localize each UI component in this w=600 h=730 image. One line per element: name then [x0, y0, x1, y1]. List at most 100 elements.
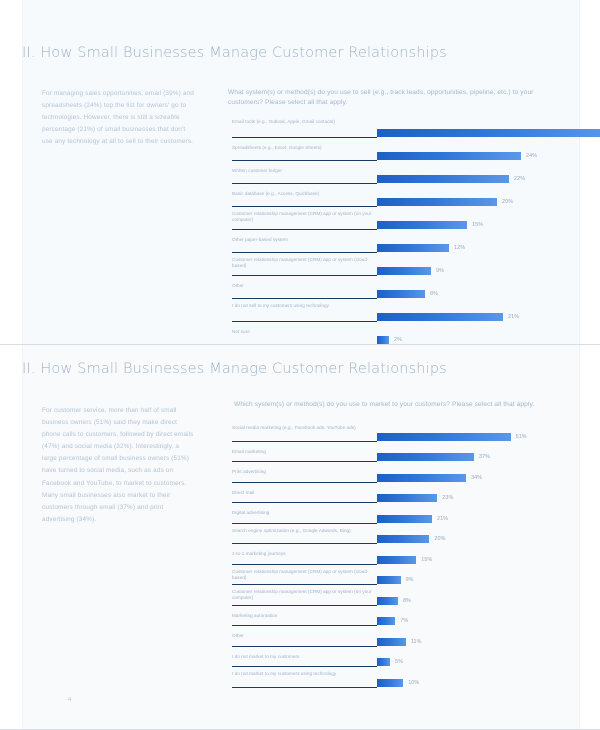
bar-baseline [232, 206, 377, 207]
bar-category-label: Email tools (e.g., Outlook, Apple, Gmail… [232, 119, 335, 124]
bar-category-label: I do not sell to my customers using tech… [232, 303, 329, 308]
page-2-body-copy: For customer service, more than half of … [42, 407, 194, 523]
page-break-divider [0, 344, 600, 345]
bar [377, 290, 425, 298]
bar [377, 175, 509, 183]
bar-value-label: 24% [526, 153, 538, 159]
bar [377, 129, 600, 137]
bar-category-label: Other paper-based system [232, 237, 288, 242]
page-1-section-title: II. How Small Businesses Manage Customer… [22, 45, 447, 61]
bar-value-label: 9% [436, 268, 444, 274]
bar [377, 267, 431, 275]
bar-category-label: Other [232, 283, 244, 288]
market-methods-bar-chart: Social media marketing (e.g., Facebook a… [232, 424, 582, 691]
bar [377, 576, 401, 584]
page-1-canvas [22, 0, 580, 345]
page-2-chart-question: Which system(s) or method(s) do you use … [234, 401, 535, 408]
report-page-2: II. How Small Businesses Manage Customer… [0, 345, 600, 730]
bar-value-label: 20% [434, 536, 446, 542]
bar-value-label: 22% [514, 176, 526, 182]
bar-category-label: Digital advertising [232, 510, 270, 515]
bar-value-label: 21% [437, 515, 449, 522]
bar-category-label: 1-to-1 marketing journeys [232, 551, 286, 556]
bar-value-label: 15% [421, 556, 433, 563]
bar-baseline [232, 625, 377, 626]
bar-baseline [232, 137, 377, 138]
bar-baseline [232, 183, 377, 184]
bar-baseline [232, 604, 377, 606]
bar [377, 313, 503, 321]
bar-value-label: 23% [442, 495, 454, 501]
bar-category-label: I do not market to my customers [232, 653, 300, 659]
bar-baseline [232, 160, 377, 161]
sell-methods-bar-chart: Email tools (e.g., Outlook, Apple, Gmail… [232, 118, 600, 345]
bar [377, 637, 406, 646]
bar-baseline [232, 563, 377, 565]
bar-baseline [232, 645, 377, 647]
bar-value-label: 12% [454, 245, 466, 251]
bar-value-label: 11% [410, 638, 422, 645]
bar-value-label: 21% [508, 314, 520, 320]
page-number: 4 [68, 697, 72, 703]
page-2-canvas [22, 345, 580, 730]
bar-category-label: Customer relationship management (CRM) a… [232, 211, 372, 223]
bar [377, 198, 497, 206]
bar-baseline [232, 522, 377, 524]
bar [377, 453, 474, 461]
bar [377, 221, 467, 229]
bar [377, 514, 433, 523]
bar-baseline [232, 502, 377, 503]
bar-baseline [232, 666, 377, 667]
bar-category-label: Written customer ledger [232, 168, 283, 173]
bar-category-label: Marketing automation [232, 612, 278, 618]
bar-baseline [232, 275, 377, 276]
bar-value-label: 51% [515, 433, 527, 440]
bar [377, 494, 438, 502]
bar-category-label: Not sure [232, 329, 250, 334]
page-2-section-title: II. How Small Businesses Manage Customer… [22, 361, 447, 377]
page-1-chart-question: What system(s) or method(s) do you use t… [228, 89, 534, 106]
bar-value-label: 7% [400, 618, 409, 624]
bar [377, 596, 398, 605]
bar-category-label: I do not market to my customers using te… [232, 671, 337, 676]
bar-category-label: Direct mail [232, 489, 255, 495]
bar-value-label: 15% [472, 222, 484, 228]
bar-category-label: Customer relationship management (CRM) a… [232, 568, 369, 580]
bar [377, 658, 391, 666]
bar-baseline [232, 229, 377, 230]
bar [377, 535, 430, 543]
bar-baseline [232, 252, 377, 253]
bar [377, 678, 404, 687]
bar-baseline [232, 461, 377, 462]
bar-value-label: 37% [478, 454, 491, 460]
bar-baseline [232, 543, 377, 544]
bar-value-label: 2% [394, 337, 402, 343]
bar-value-label: 8% [430, 291, 438, 297]
bar-baseline [232, 440, 377, 442]
bar [377, 152, 521, 160]
bar-baseline [232, 298, 377, 299]
bar-baseline [232, 584, 377, 585]
bar-value-label: 5% [395, 659, 404, 665]
bar [377, 473, 467, 482]
bar-value-label: 8% [402, 597, 411, 604]
bar-value-label: 20% [502, 199, 514, 205]
bar-category-label: Other [232, 633, 244, 638]
bar [377, 432, 511, 441]
bar [377, 336, 389, 344]
bar-value-label: 10% [408, 679, 420, 686]
bar-baseline [232, 321, 377, 322]
bar-category-label: Print advertising [232, 469, 266, 474]
bar [377, 555, 417, 564]
bar-category-label: Search engine optimization (e.g., Google… [232, 527, 351, 533]
bar-category-label: Basic database (e.g., Access, Quickbase) [232, 191, 320, 196]
bar-category-label: Customer relationship management (CRM) a… [232, 257, 369, 269]
bar-category-label: Customer relationship management (CRM) a… [232, 589, 372, 601]
bar-category-label: Spreadsheets (e.g., Excel, Google Sheets… [232, 145, 322, 150]
page-1-body-copy: For managing sales opportunities, email … [42, 90, 194, 146]
bar-value-label: 9% [405, 577, 414, 583]
bar-value-label: 34% [471, 474, 483, 481]
bar-category-label: Social media marketing (e.g., Facebook a… [232, 425, 356, 430]
report-page-1: II. How Small Businesses Manage Customer… [0, 0, 600, 345]
bar-baseline [232, 686, 377, 688]
